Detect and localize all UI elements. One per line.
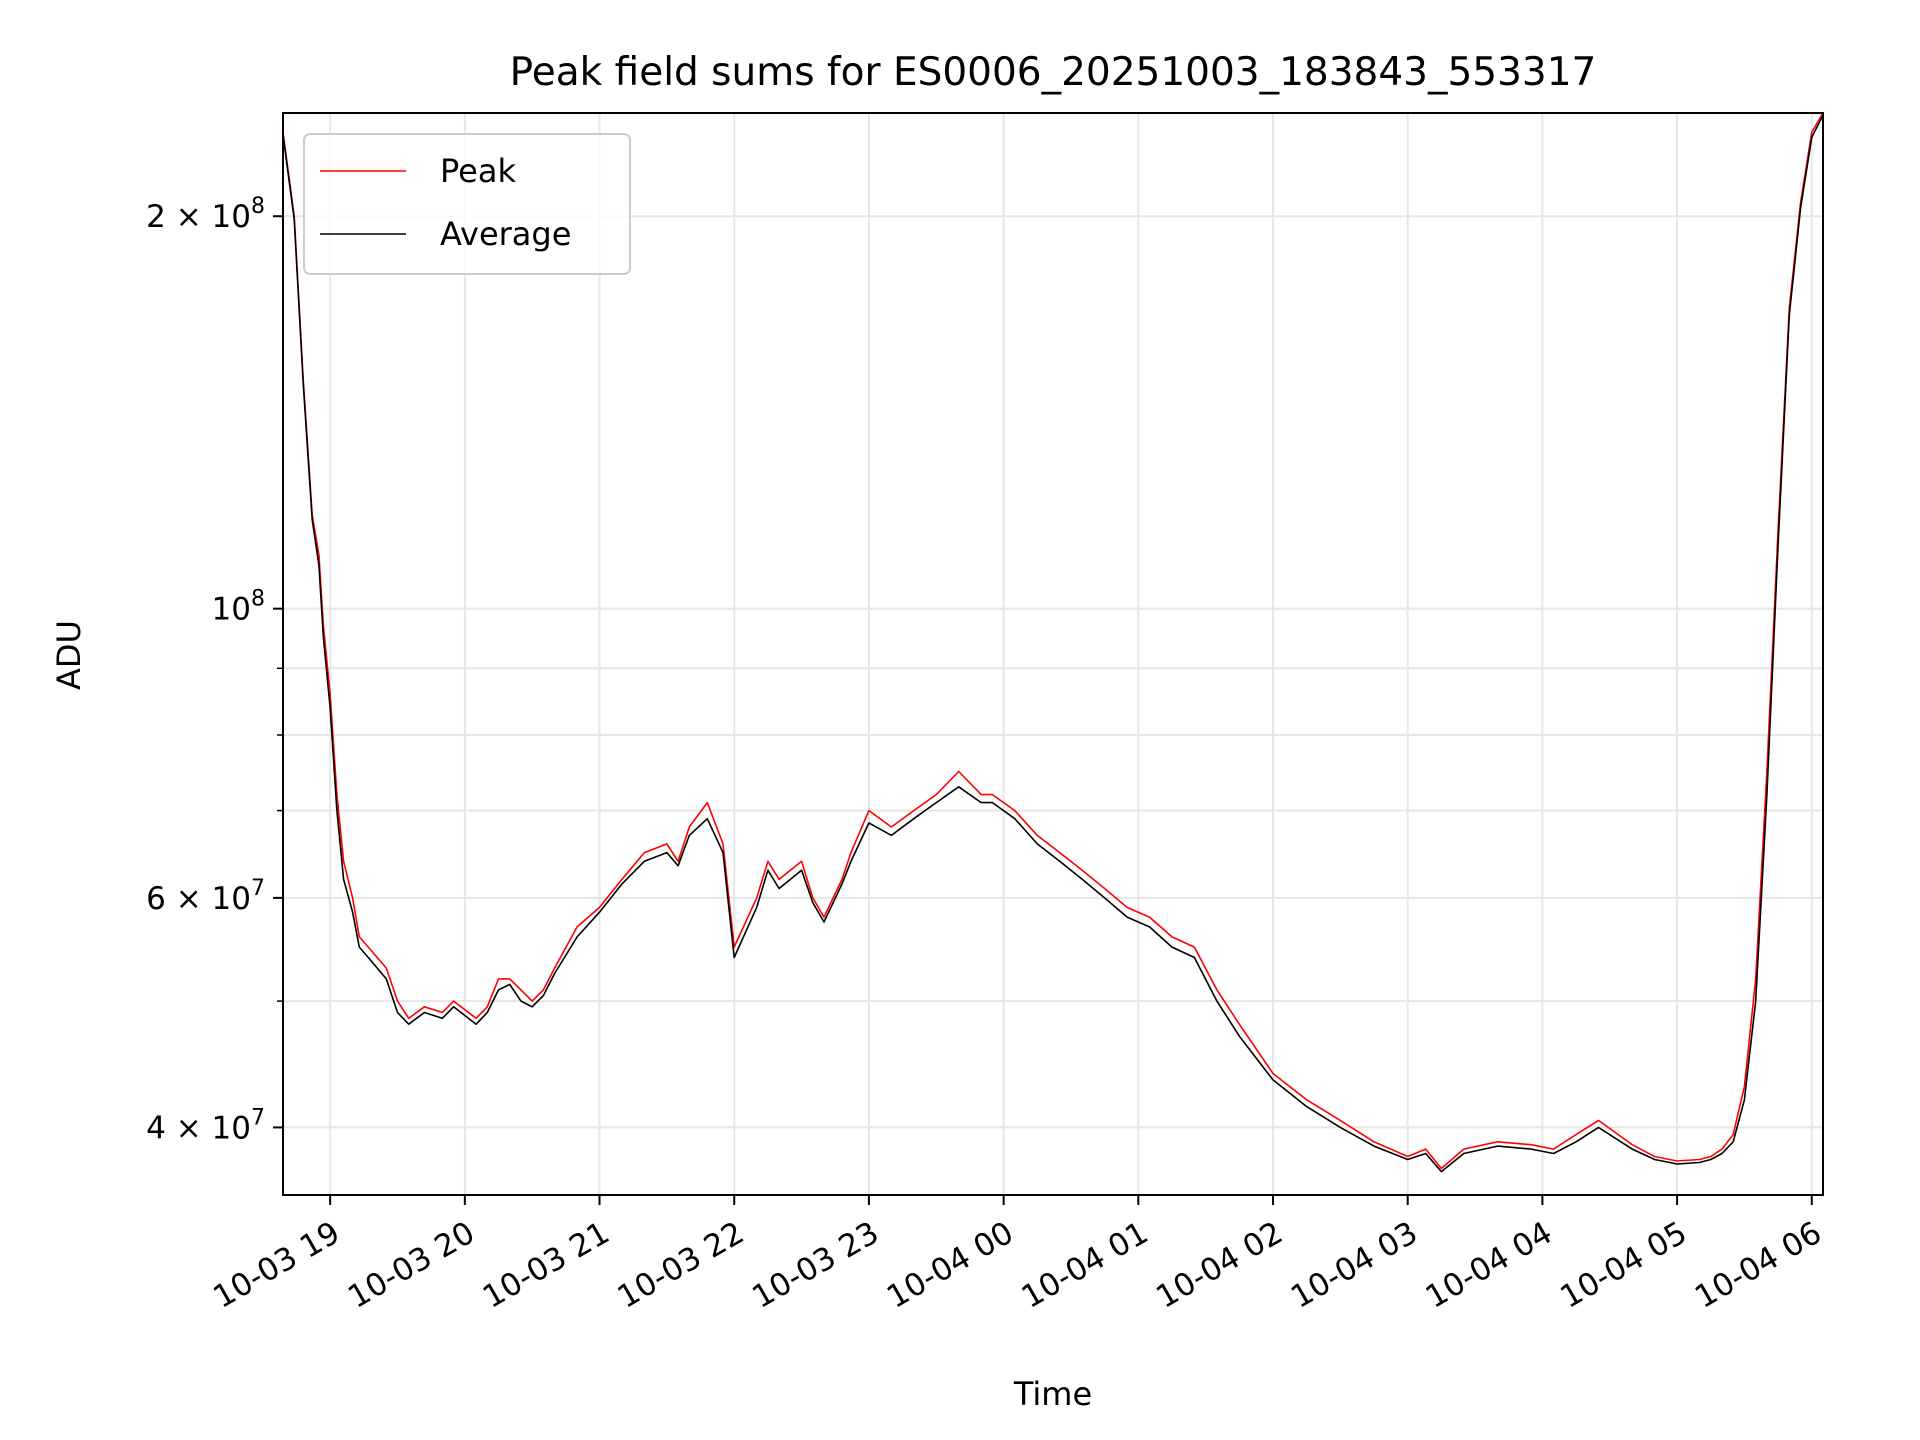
y-tick-mantissa: 6 × xyxy=(146,881,211,917)
legend-box xyxy=(303,133,631,275)
legend: Peak Average xyxy=(303,133,631,275)
y-tick-label: 6 × 107 xyxy=(146,876,265,917)
y-tick-mantissa: 2 × xyxy=(146,199,211,235)
grid-lines xyxy=(283,113,1823,1195)
series-line-peak xyxy=(282,112,1824,1170)
chart-title: Peak field sums for ES0006_20251003_1838… xyxy=(510,50,1597,95)
plot-frame xyxy=(282,112,1824,1196)
y-tick-mantissa: 4 × xyxy=(146,1110,211,1146)
y-tick-exponent: 8 xyxy=(251,194,265,219)
series-line-average xyxy=(282,115,1824,1173)
y-tick-label: 108 xyxy=(212,587,265,628)
y-axis-label: ADU xyxy=(50,620,88,690)
y-tick-exponent: 7 xyxy=(251,1105,265,1130)
y-tick-base: 10 xyxy=(212,881,251,917)
y-tick-exponent: 8 xyxy=(251,587,265,612)
y-tick-base: 10 xyxy=(212,1110,251,1146)
y-tick-label: 2 × 108 xyxy=(146,194,265,235)
y-tick-base: 10 xyxy=(212,199,251,235)
y-tick-label: 4 × 107 xyxy=(146,1105,265,1146)
series-layer xyxy=(282,112,1824,1173)
y-tick-exponent: 7 xyxy=(251,876,265,901)
x-axis-label: Time xyxy=(1013,1375,1092,1413)
y-tick-base: 10 xyxy=(212,592,251,628)
legend-average-label: Average xyxy=(440,215,571,253)
legend-peak-label: Peak xyxy=(440,152,516,190)
